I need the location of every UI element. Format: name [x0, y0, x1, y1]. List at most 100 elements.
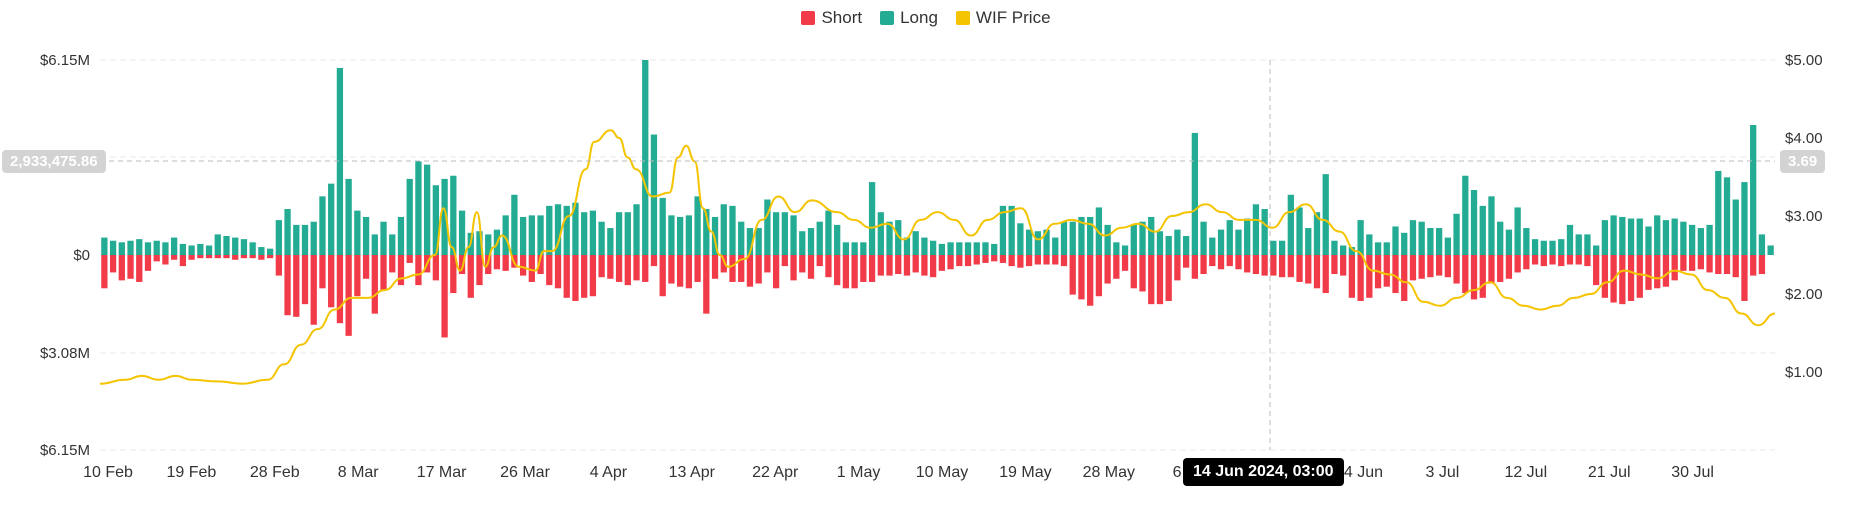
short-bar: [284, 255, 291, 316]
short-bar: [581, 255, 588, 298]
short-bar: [1113, 255, 1120, 279]
legend-item-price[interactable]: WIF Price: [955, 8, 1051, 28]
long-bar: [1715, 170, 1722, 255]
long-bar: [816, 221, 823, 255]
short-swatch: [801, 11, 816, 25]
short-bar: [668, 255, 675, 284]
long-bar: [328, 183, 335, 255]
short-bar: [1662, 255, 1670, 287]
long-bar: [938, 243, 946, 255]
short-bar: [450, 255, 457, 294]
short-bar: [389, 255, 396, 273]
short-bar: [467, 255, 474, 298]
long-bar: [589, 210, 597, 255]
short-bar: [214, 255, 221, 259]
x-tick-label: 26 Mar: [500, 464, 550, 481]
crosshair-left-value: 2,933,475.86: [2, 150, 106, 173]
long-bar: [1523, 228, 1530, 255]
short-bar: [188, 255, 195, 260]
y-right-tick: $1.00: [1785, 364, 1823, 381]
long-bar: [1383, 242, 1390, 255]
short-bar: [746, 255, 754, 287]
long-bar: [310, 221, 317, 255]
short-bar: [1575, 255, 1582, 265]
long-bar: [1575, 234, 1582, 255]
short-bar: [1427, 255, 1434, 278]
long-bar: [799, 231, 806, 255]
long-bar: [1182, 235, 1190, 255]
long-bar: [1174, 229, 1181, 255]
long-bar: [912, 231, 919, 255]
long-bar: [537, 215, 544, 255]
short-bar: [772, 255, 780, 289]
legend-item-long[interactable]: Long: [880, 8, 938, 28]
short-bar: [755, 255, 762, 284]
short-bar: [877, 255, 884, 276]
long-bar: [563, 205, 570, 255]
long-bar: [703, 209, 710, 255]
x-tick-label: 28 Feb: [250, 464, 300, 481]
short-bar: [1217, 255, 1225, 270]
long-bar: [188, 245, 195, 255]
long-bar: [1662, 220, 1670, 255]
long-bar: [1296, 207, 1303, 255]
short-bar: [197, 255, 204, 259]
x-tick-label: 24 Jun: [1335, 464, 1383, 481]
short-bar: [842, 255, 850, 289]
short-bar: [380, 255, 387, 290]
long-bar: [371, 234, 378, 255]
long-bar: [1200, 221, 1207, 255]
legend-item-short[interactable]: Short: [801, 8, 862, 28]
long-bar: [1156, 231, 1164, 255]
long-bar: [424, 164, 431, 255]
long-swatch: [880, 11, 895, 25]
long-bar: [1750, 125, 1757, 255]
short-bar: [1156, 255, 1164, 305]
short-bar: [144, 255, 152, 271]
long-bar: [1052, 237, 1059, 255]
long-bar: [519, 216, 527, 255]
long-bar: [136, 239, 143, 255]
short-bar: [947, 255, 954, 270]
short-bar: [1322, 255, 1329, 294]
short-bar: [799, 255, 806, 273]
long-bar: [738, 221, 745, 255]
long-bar: [1741, 182, 1748, 255]
y-left-tick: $3.08M: [40, 345, 90, 362]
short-bar: [1313, 255, 1321, 289]
short-bar: [764, 255, 771, 273]
short-bar: [1182, 255, 1190, 268]
short-bar: [677, 255, 684, 287]
long-bar: [1427, 228, 1434, 255]
short-bar: [807, 255, 815, 279]
long-bar: [1226, 220, 1233, 255]
short-bar: [633, 255, 640, 281]
long-bar: [842, 242, 850, 255]
long-bar: [415, 161, 422, 255]
short-bar: [903, 255, 911, 276]
long-bar: [528, 215, 535, 255]
short-bar: [1078, 255, 1085, 300]
long-bar: [1584, 234, 1591, 255]
long-bar: [1549, 240, 1556, 255]
long-bar: [258, 247, 265, 255]
long-bar: [1418, 221, 1425, 255]
short-bar: [476, 255, 483, 286]
short-bar: [1401, 255, 1408, 301]
long-bar: [554, 204, 562, 255]
long-bar: [598, 221, 605, 255]
short-bar: [1278, 255, 1286, 278]
short-bar: [1130, 255, 1137, 289]
long-bar: [1130, 224, 1137, 255]
long-bar: [458, 210, 466, 255]
short-bar: [816, 255, 823, 267]
long-bar: [1505, 229, 1513, 255]
short-bar: [266, 255, 274, 259]
long-bar: [1654, 215, 1661, 255]
y-left-tick: $0: [73, 247, 90, 264]
y-right-tick: $2.00: [1785, 286, 1823, 303]
long-bar: [1636, 218, 1643, 255]
long-bar: [1191, 132, 1198, 255]
